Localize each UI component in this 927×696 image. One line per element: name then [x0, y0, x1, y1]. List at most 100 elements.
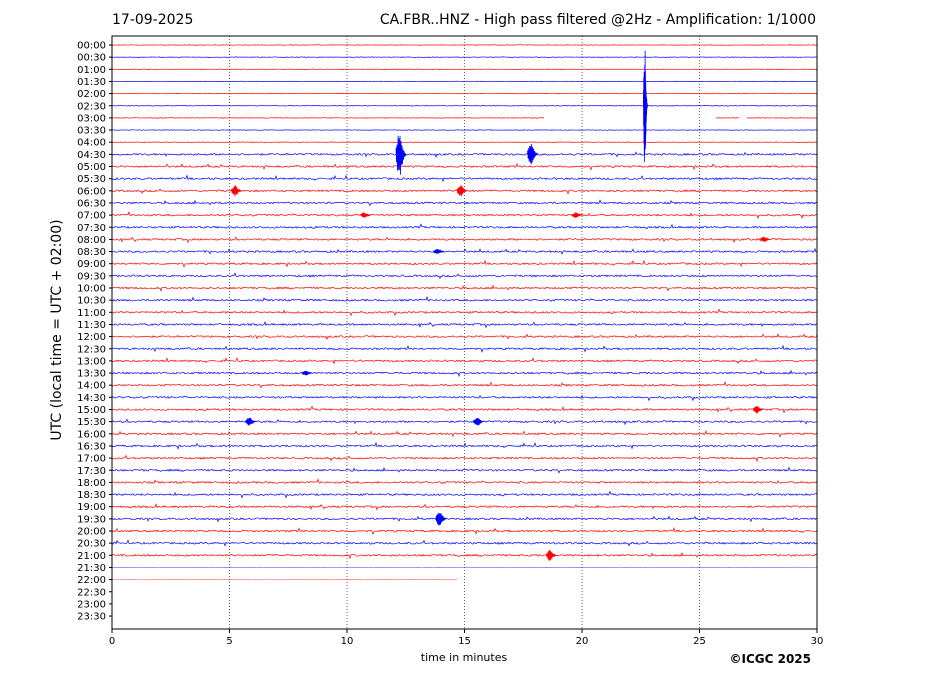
seismic-event-4 — [456, 185, 468, 197]
plot-frame — [111, 35, 818, 630]
x-tick-label: 5 — [226, 636, 232, 647]
y-axis-label: UTC (local time = UTC + 02:00) — [49, 219, 65, 441]
y-tick-label: 01:30 — [77, 77, 106, 88]
y-tick-label: 09:30 — [77, 271, 106, 282]
trace-line-1530 — [111, 418, 818, 426]
y-tick-label: 23:00 — [77, 599, 106, 610]
date-label: 17-09-2025 — [112, 12, 194, 28]
y-tick-label: 15:00 — [77, 405, 106, 416]
x-axis-tick-labels: 0 5 10 15 20 25 30 — [109, 629, 824, 647]
trace-line-1500 — [111, 405, 818, 414]
y-tick-label: 03:30 — [77, 126, 106, 137]
y-tick-label: 22:30 — [77, 587, 106, 598]
x-axis-label: time in minutes — [420, 651, 508, 664]
y-tick-label: 17:00 — [77, 454, 106, 465]
trace-line-2030 — [111, 539, 818, 547]
y-tick-label: 10:00 — [77, 284, 106, 295]
y-tick-label: 13:00 — [77, 356, 106, 367]
y-tick-label: 22:00 — [77, 575, 106, 586]
trace-line-1630 — [111, 441, 818, 450]
y-tick-label: 00:00 — [77, 41, 106, 52]
y-tick-label: 06:00 — [77, 186, 106, 197]
seismic-event-14 — [546, 550, 557, 561]
trace-line-1930 — [111, 515, 818, 523]
x-tick-label: 25 — [693, 636, 706, 647]
trace-line-0300 — [111, 117, 545, 119]
trace-line-1730 — [111, 466, 818, 474]
y-tick-label: 11:00 — [77, 308, 106, 319]
trace-line-1430 — [111, 394, 818, 402]
y-tick-label: 02:30 — [77, 101, 106, 112]
y-tick-label: 08:30 — [77, 247, 106, 258]
seismic-event-11 — [245, 417, 256, 426]
y-tick-label: 17:30 — [77, 466, 106, 477]
y-tick-label: 02:00 — [77, 89, 106, 100]
y-tick-label: 16:30 — [77, 441, 106, 452]
trace-line-0130 — [111, 80, 818, 83]
y-tick-label: 04:00 — [77, 138, 106, 149]
y-tick-label: 16:00 — [77, 429, 106, 440]
seismic-event-9 — [301, 370, 313, 376]
y-tick-label: 03:00 — [77, 113, 106, 124]
trace-line-0200 — [111, 92, 818, 95]
trace-line-1100 — [111, 308, 818, 317]
trace-line-1400 — [111, 380, 818, 389]
trace-line-0400 — [111, 141, 818, 143]
trace-line-1300 — [111, 356, 818, 365]
seismic-traces — [111, 44, 818, 581]
trace-line-2130 — [111, 566, 818, 569]
y-tick-label: 07:30 — [77, 223, 106, 234]
trace-line-0630 — [111, 199, 818, 207]
y-tick-label: 05:30 — [77, 174, 106, 185]
seismic-event-3 — [231, 185, 242, 197]
y-tick-label: 13:30 — [77, 369, 106, 380]
seismic-event-12 — [473, 417, 484, 426]
y-tick-label: 18:00 — [77, 478, 106, 489]
copyright-label: ©ICGC 2025 — [729, 652, 811, 666]
y-tick-label: 12:00 — [77, 332, 106, 343]
trace-line-0000 — [111, 44, 818, 46]
y-tick-label: 15:30 — [77, 417, 106, 428]
y-tick-label: 00:30 — [77, 53, 106, 64]
trace-line-0100 — [111, 68, 818, 70]
x-tick-label: 30 — [811, 636, 824, 647]
trace-line-1700 — [111, 454, 818, 463]
y-tick-label: 21:00 — [77, 551, 106, 562]
y-tick-label: 23:30 — [77, 612, 106, 623]
seismic-event-1 — [395, 135, 407, 175]
trace-line-0700 — [111, 210, 818, 220]
seismic-event-5 — [360, 212, 371, 218]
y-tick-label: 08:00 — [77, 235, 106, 246]
y-tick-label: 19:30 — [77, 514, 106, 525]
y-tick-label: 10:30 — [77, 296, 106, 307]
seismic-event-7 — [759, 236, 771, 242]
chart-title: CA.FBR..HNZ - High pass filtered @2Hz - … — [379, 12, 816, 28]
y-tick-label: 07:00 — [77, 211, 106, 222]
trace-line-1830 — [111, 490, 818, 499]
y-tick-label: 18:30 — [77, 490, 106, 501]
trace-line-2000 — [111, 526, 818, 536]
seismic-event-13 — [435, 512, 447, 526]
trace-line-1900 — [111, 503, 818, 511]
y-tick-label: 06:30 — [77, 198, 106, 209]
trace-line-1030 — [111, 295, 818, 302]
trace-line-0930 — [111, 272, 818, 280]
trace-line-1230 — [111, 344, 818, 353]
y-tick-label: 11:30 — [77, 320, 106, 331]
x-tick-label: 0 — [109, 636, 115, 647]
seismic-event-0 — [643, 50, 648, 163]
trace-line-0500 — [111, 162, 818, 171]
trace-line-0230 — [111, 105, 818, 107]
trace-line-1600 — [111, 430, 818, 438]
x-tick-label: 15 — [458, 636, 471, 647]
seismic-event-8 — [433, 249, 444, 255]
x-tick-label: 10 — [341, 636, 354, 647]
trace-line-0430 — [111, 151, 818, 159]
y-tick-label: 14:30 — [77, 393, 106, 404]
seismic-event-2 — [527, 143, 538, 165]
trace-line-1000 — [111, 284, 818, 293]
trace-line-0530 — [111, 174, 818, 183]
y-tick-label: 12:30 — [77, 344, 106, 355]
y-tick-label: 05:00 — [77, 162, 106, 173]
